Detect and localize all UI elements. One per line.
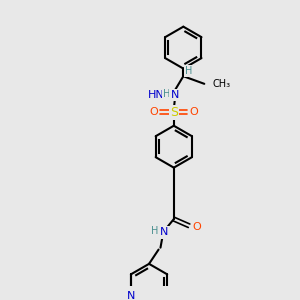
Text: N: N bbox=[171, 90, 179, 100]
Text: H: H bbox=[185, 66, 193, 76]
Text: S: S bbox=[170, 106, 178, 119]
Text: N: N bbox=[127, 291, 135, 300]
Text: N: N bbox=[160, 227, 169, 237]
Text: N: N bbox=[127, 292, 135, 300]
Text: HN: HN bbox=[148, 90, 164, 100]
Text: H: H bbox=[163, 89, 170, 99]
Text: O: O bbox=[192, 222, 201, 232]
Text: CH₃: CH₃ bbox=[213, 79, 231, 89]
Text: O: O bbox=[149, 107, 158, 117]
Text: O: O bbox=[189, 107, 198, 117]
Text: H: H bbox=[151, 226, 159, 236]
